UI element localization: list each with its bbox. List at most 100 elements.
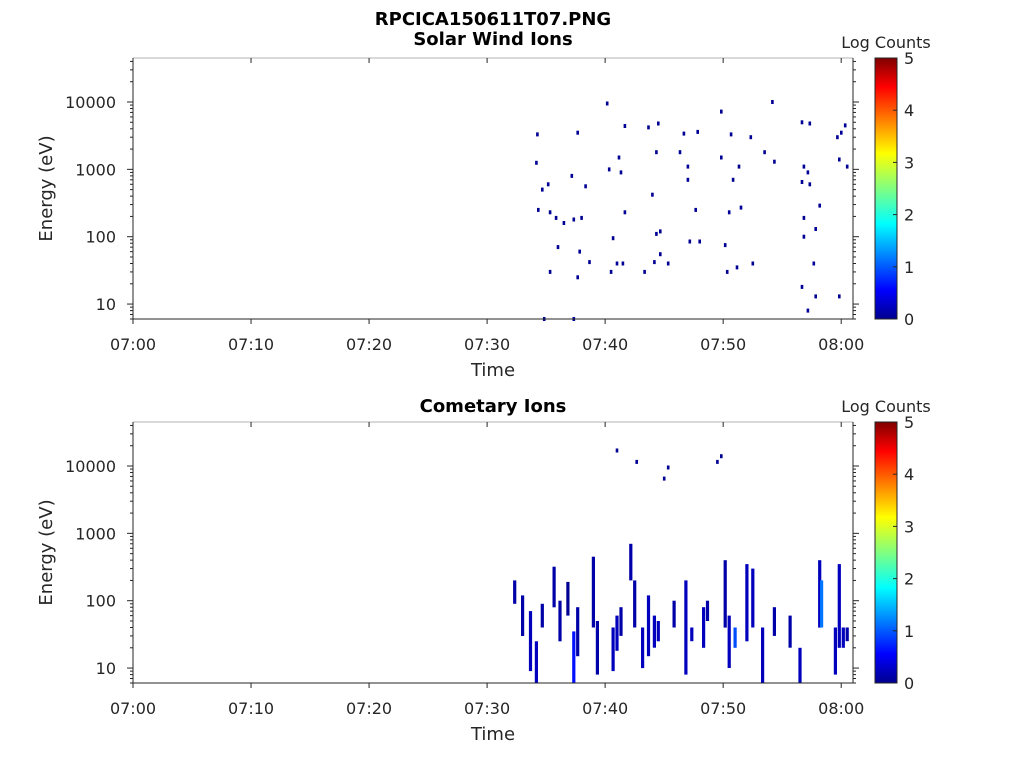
data-cell (808, 182, 812, 187)
colorbar-frame (874, 421, 898, 684)
data-cell (814, 294, 817, 299)
x-tick-label: 07:30 (464, 699, 510, 718)
data-cell (572, 217, 576, 222)
data-column (745, 564, 749, 642)
data-column (652, 615, 656, 648)
colorbar-tick-label: 0 (904, 310, 914, 329)
y-axis-label: Energy (eV) (36, 135, 57, 241)
x-tick-label: 07:10 (228, 699, 274, 718)
data-cell (588, 260, 591, 265)
data-column (611, 627, 615, 672)
data-column (558, 600, 562, 642)
data-column (672, 600, 676, 628)
colorbar-label: Log Counts (841, 33, 931, 52)
colorbar-tick-label: 4 (904, 465, 914, 484)
x-axis-label: Time (470, 360, 515, 381)
data-cell (662, 476, 666, 481)
data-cell (548, 269, 552, 274)
data-cell (666, 465, 670, 470)
data-column (629, 543, 633, 581)
data-cell (607, 167, 611, 172)
data-cell (720, 155, 723, 160)
data-cell (580, 215, 583, 220)
data-cell (818, 203, 821, 208)
data-cell (731, 177, 735, 182)
panel-title: Cometary Ions (420, 396, 567, 417)
data-column (540, 603, 544, 628)
x-tick-label: 07:20 (346, 699, 392, 718)
data-cell (611, 236, 615, 241)
data-cell (737, 164, 741, 169)
data-cell (800, 180, 804, 184)
data-cell (615, 448, 619, 453)
colorbar-label: Log Counts (841, 397, 931, 416)
y-tick-label: 100 (85, 228, 116, 247)
data-column (521, 595, 525, 636)
data-cell (570, 173, 574, 178)
data-cell (843, 123, 847, 128)
data-cell (682, 131, 686, 136)
data-cell (812, 261, 816, 266)
data-cell (537, 207, 540, 212)
data-column (552, 566, 556, 608)
data-column (566, 581, 570, 616)
y-tick-label: 100 (85, 592, 116, 611)
data-cell (802, 215, 806, 220)
data-cell (686, 177, 690, 182)
data-cell (655, 150, 658, 155)
colorbar-tick-label: 1 (904, 622, 914, 641)
data-cell (802, 234, 806, 239)
data-cell (617, 155, 621, 160)
data-cell (840, 130, 843, 135)
data-cell (623, 124, 627, 128)
colorbar-tick-label: 2 (904, 206, 914, 225)
data-cell (696, 129, 699, 134)
data-cell (771, 100, 774, 104)
data-layer (535, 100, 849, 321)
colorbar-tick-label: 1 (904, 258, 914, 277)
data-cell (562, 221, 566, 225)
data-cell (720, 454, 723, 459)
data-cell (739, 205, 743, 210)
data-column (798, 647, 802, 683)
x-tick-label: 07:00 (110, 335, 156, 354)
data-cell (836, 135, 839, 140)
data-cell (808, 121, 812, 126)
data-column (619, 607, 623, 636)
data-column (702, 607, 706, 648)
data-cell (845, 164, 849, 169)
panel-solar-wind-ions: 07:00 07:10 07:20 07:30 07:40 07:50 08:0010100… (36, 29, 931, 381)
data-cell (657, 121, 660, 126)
data-cell (609, 269, 613, 274)
x-tick-label: 07:40 (582, 699, 628, 718)
x-tick-label: 07:10 (228, 335, 274, 354)
colorbar-tick-label: 3 (904, 153, 914, 172)
data-column (818, 560, 822, 628)
data-cell (578, 249, 581, 254)
y-tick-label: 1000 (75, 524, 116, 543)
data-cell (800, 284, 804, 289)
data-cell (688, 239, 692, 244)
y-tick-label: 10000 (65, 457, 116, 476)
data-cell (653, 260, 656, 265)
data-cell (535, 160, 538, 165)
data-column (761, 627, 765, 683)
data-cell (751, 261, 755, 266)
data-column (723, 560, 727, 628)
data-column (772, 607, 776, 636)
data-cell (678, 150, 682, 155)
x-tick-label: 07:50 (700, 699, 746, 718)
data-column (615, 615, 619, 651)
data-cell (698, 239, 701, 244)
x-tick-label: 07:20 (346, 335, 392, 354)
y-tick-label: 1000 (75, 160, 116, 179)
data-column (591, 556, 595, 628)
data-cell (838, 294, 841, 299)
data-cell (802, 164, 806, 169)
y-tick-label: 10 (96, 295, 116, 314)
colorbar: Log Counts 0 1 2 3 4 5 (841, 33, 931, 329)
colorbar: Log Counts 0 1 2 3 4 5 (841, 397, 931, 693)
x-tick-label: 07:50 (700, 335, 746, 354)
data-column (513, 580, 517, 604)
colorbar-tick-label: 5 (904, 49, 914, 68)
